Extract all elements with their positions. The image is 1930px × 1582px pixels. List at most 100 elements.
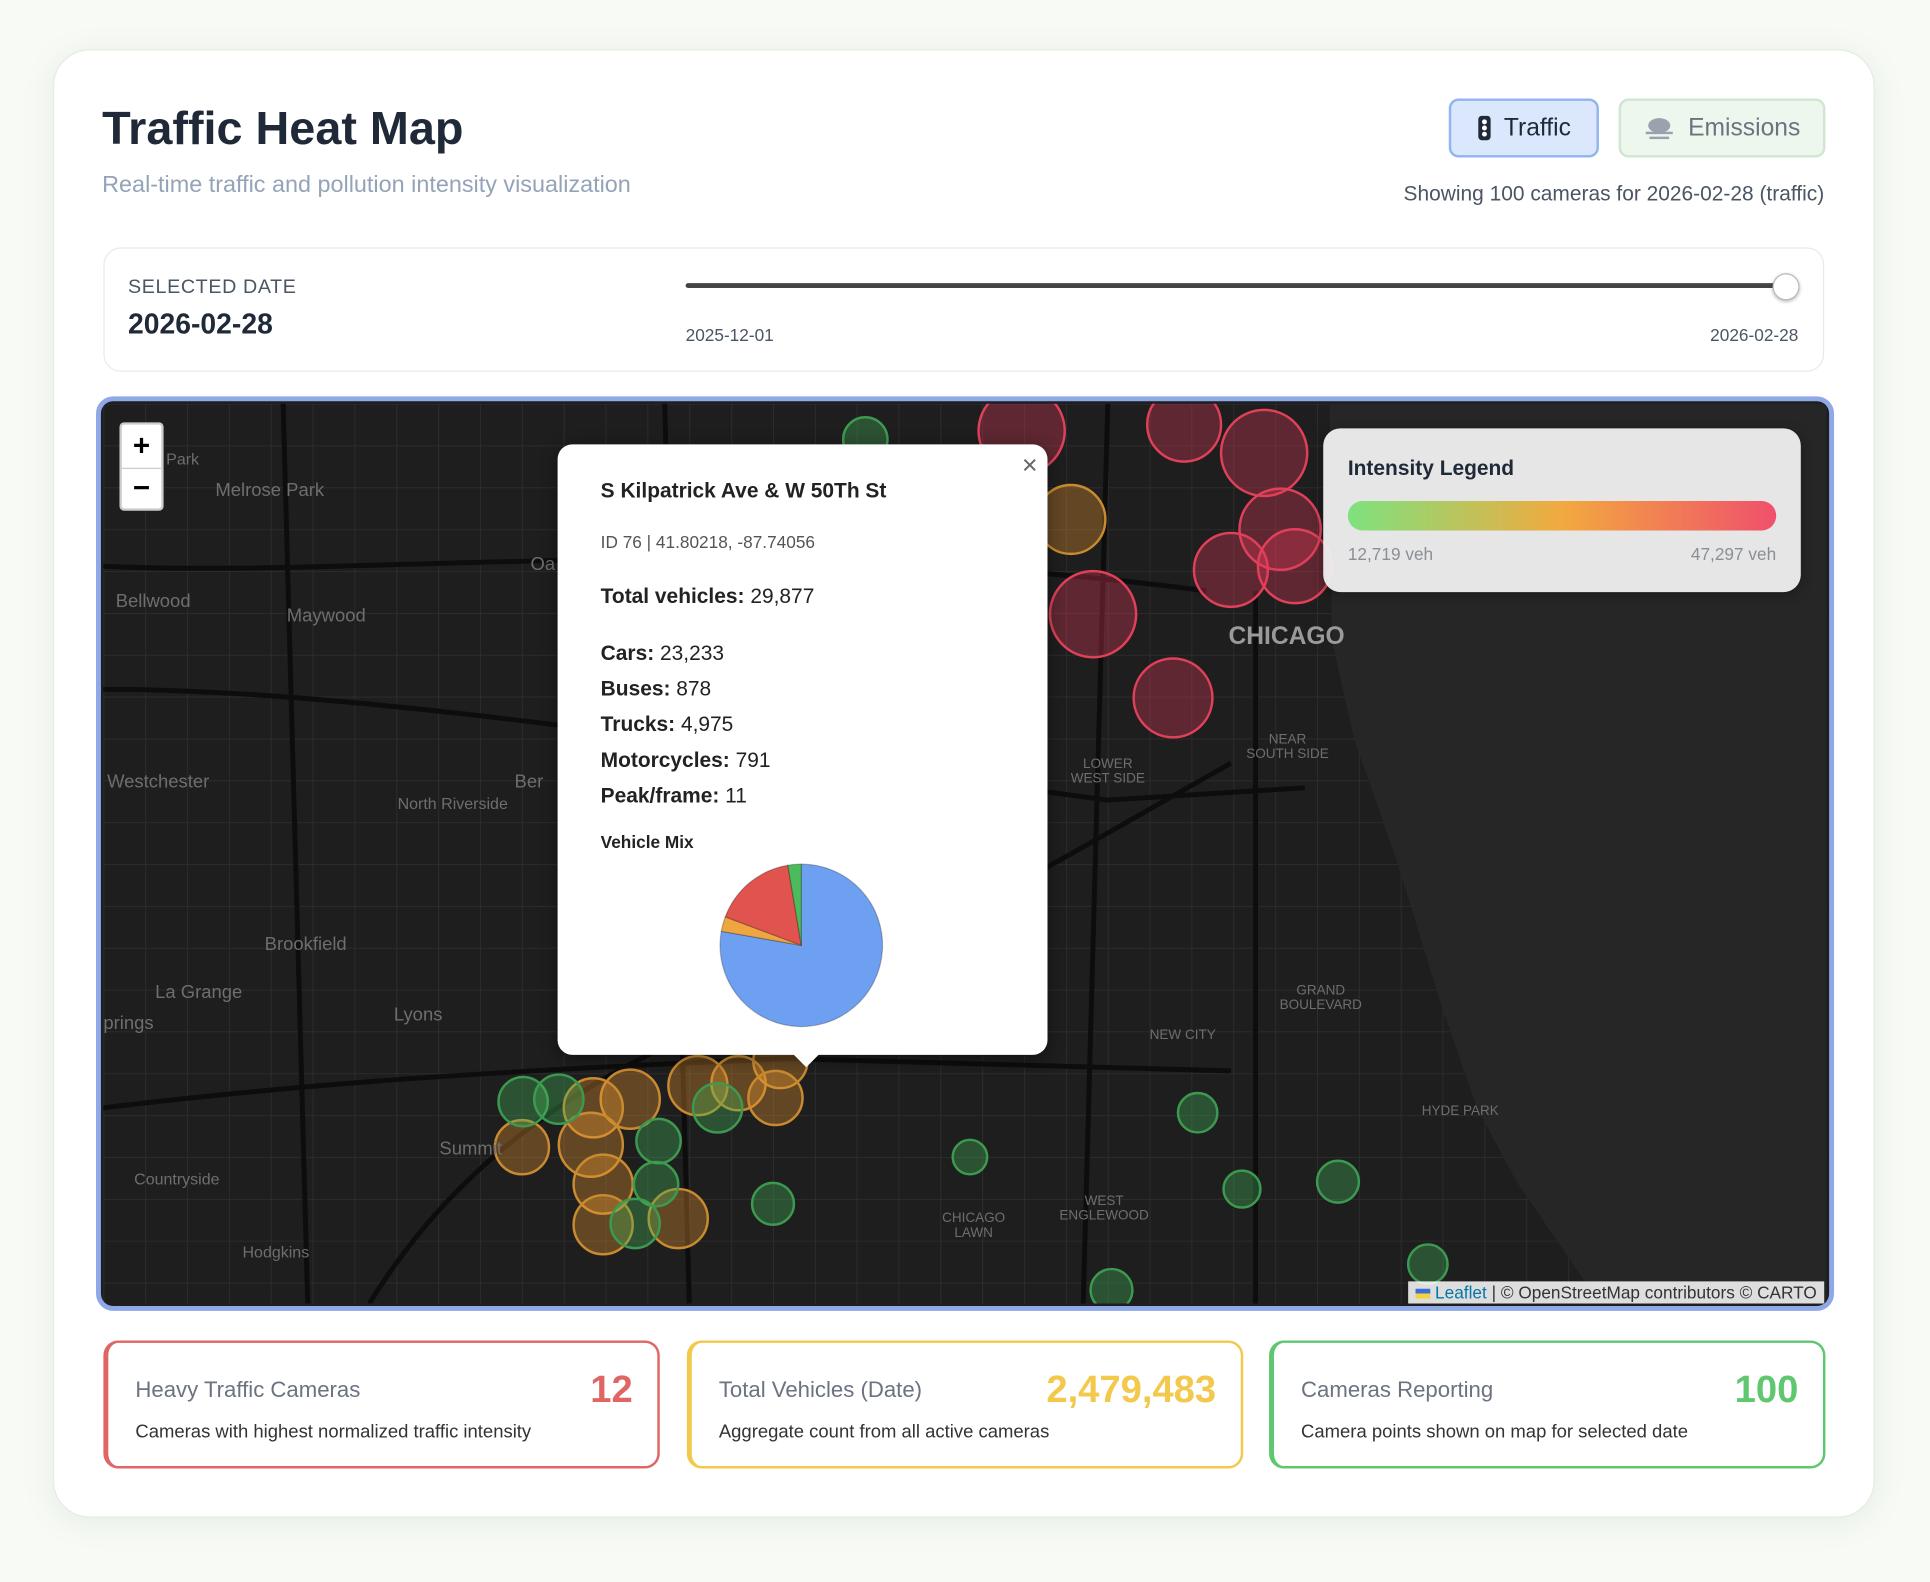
date-slider-track[interactable]: [685, 283, 1799, 289]
map-label: NEW CITY: [1150, 1027, 1216, 1042]
breakdown-row: Trucks: 4,975: [601, 713, 734, 738]
chart-title: Vehicle Mix: [600, 832, 694, 852]
zoom-out[interactable]: −: [132, 471, 151, 505]
camera-marker[interactable]: [493, 1118, 551, 1176]
map-label: Maywood: [287, 605, 366, 626]
map-label: Westchester: [107, 771, 209, 792]
stat-card: Cameras Reporting 100 Camera points shown …: [1269, 1340, 1826, 1469]
camera-marker[interactable]: [1048, 569, 1138, 659]
value: 23,233: [660, 641, 725, 665]
intensity-legend: Intensity Legend 12,719 veh 47,297 veh: [1323, 428, 1801, 593]
map-label: Ber: [515, 771, 544, 792]
camera-marker[interactable]: [1176, 1091, 1219, 1134]
slider-thumb[interactable]: [1772, 273, 1800, 301]
pie-slice: [719, 863, 884, 1028]
value: 4,975: [680, 712, 734, 737]
label: Buses:: [600, 676, 671, 701]
camera-marker[interactable]: [1315, 1159, 1361, 1204]
breakdown-row: Buses: 878: [601, 677, 712, 702]
camera-marker[interactable]: [750, 1181, 796, 1226]
camera-popup: × S Kilpatrick Ave & W 50Th St ID 76 | 4…: [557, 444, 1048, 1068]
map-label: Melrose Park: [215, 479, 324, 500]
camera-marker[interactable]: [562, 1077, 625, 1139]
pie-slice: [724, 864, 803, 947]
camera-marker[interactable]: [747, 1069, 804, 1127]
camera-marker[interactable]: [1256, 528, 1334, 605]
emissions-icon: [1646, 118, 1674, 140]
lake: [1329, 403, 1827, 1304]
button-label: Emissions: [1688, 113, 1801, 141]
subtitle: Real-time traffic and pollution intensit…: [102, 172, 631, 199]
map-label: CHICAGO: [942, 1210, 1005, 1225]
map-label: GRAND: [1296, 982, 1345, 997]
value: 878: [676, 676, 712, 701]
zoom-control: + −: [119, 422, 164, 511]
popup-meta: ID 76 | 41.80218, -87.74056: [600, 531, 815, 552]
stat-value: 12: [590, 1367, 633, 1411]
popup-title: S Kilpatrick Ave & W 50Th St: [600, 478, 887, 503]
camera-marker[interactable]: [1222, 1169, 1262, 1209]
map-label: NEAR: [1269, 731, 1307, 746]
range-start: 2025-12-01: [685, 324, 774, 345]
map-label: Lyons: [394, 1003, 443, 1024]
camera-marker[interactable]: [1192, 531, 1270, 609]
camera-marker[interactable]: [1132, 657, 1214, 739]
date-label: SELECTED DATE: [128, 276, 297, 298]
map-label: Oa: [531, 553, 556, 574]
camera-marker[interactable]: [951, 1138, 989, 1176]
map-label: HYDE PARK: [1422, 1103, 1499, 1118]
date-panel: [103, 247, 1825, 372]
value: 791: [735, 748, 771, 772]
camera-marker[interactable]: [1219, 408, 1309, 498]
date-value: 2026-02-28: [128, 307, 273, 340]
map-label: CHICAGO: [1228, 623, 1344, 650]
stat-value: 2,479,483: [1046, 1367, 1217, 1411]
zoom-in[interactable]: +: [121, 425, 162, 469]
label: Cars:: [600, 641, 655, 665]
traffic-button[interactable]: Traffic: [1448, 98, 1599, 158]
status-text: Showing 100 cameras for 2026-02-28 (traf…: [1403, 182, 1825, 206]
peak-row: Peak/frame: 11: [601, 784, 747, 809]
map-label: Summit: [439, 1138, 502, 1159]
map-label: ENGLEWOOD: [1059, 1208, 1149, 1223]
button-label: Traffic: [1503, 113, 1571, 141]
attribution: Leaflet | © OpenStreetMap contributors ©…: [1408, 1281, 1825, 1304]
label: Peak/frame:: [600, 784, 720, 808]
map-label: Park: [166, 452, 200, 469]
popup-tip: [791, 1052, 822, 1068]
leaflet-link[interactable]: Leaflet: [1435, 1282, 1487, 1303]
stat-description: Camera points shown on map for selected …: [1301, 1421, 1688, 1443]
camera-marker[interactable]: [599, 1068, 661, 1130]
camera-marker[interactable]: [557, 1111, 625, 1178]
value: 11: [725, 784, 747, 808]
map-frame[interactable]: Park Melrose Park Bellwood Maywood Oa Westche…: [96, 396, 1835, 1311]
pie-slice: [787, 863, 802, 946]
camera-marker[interactable]: [632, 1160, 680, 1208]
stat-description: Cameras with highest normalized traffic …: [135, 1421, 532, 1443]
legend-max: 47,297 veh: [1690, 544, 1777, 564]
camera-marker[interactable]: [1238, 487, 1322, 572]
legend-gradient: [1347, 500, 1777, 531]
map-label: WEST SIDE: [1071, 771, 1145, 786]
map-label: Bellwood: [116, 590, 191, 611]
label: Motorcycles:: [600, 748, 730, 772]
emissions-button[interactable]: Emissions: [1618, 98, 1826, 158]
popup-close[interactable]: ×: [1021, 449, 1038, 481]
camera-marker[interactable]: [1089, 1267, 1134, 1304]
camera-marker[interactable]: [1406, 1243, 1449, 1286]
camera-marker[interactable]: [1145, 403, 1223, 463]
range-end: 2026-02-28: [1710, 324, 1799, 345]
map-label: Brookfield: [265, 933, 347, 954]
map-label: WEST: [1085, 1193, 1124, 1208]
camera-marker[interactable]: [635, 1117, 682, 1165]
value: 29,877: [750, 584, 815, 609]
breakdown-row: Cars: 23,233: [601, 641, 724, 666]
map-label: BOULEVARD: [1280, 997, 1363, 1012]
camera-marker[interactable]: [609, 1197, 661, 1250]
camera-marker[interactable]: [691, 1081, 744, 1134]
stat-title: Total Vehicles (Date): [718, 1377, 923, 1402]
camera-marker[interactable]: [532, 1073, 585, 1126]
attribution-text: | © OpenStreetMap contributors © CARTO: [1491, 1282, 1817, 1303]
